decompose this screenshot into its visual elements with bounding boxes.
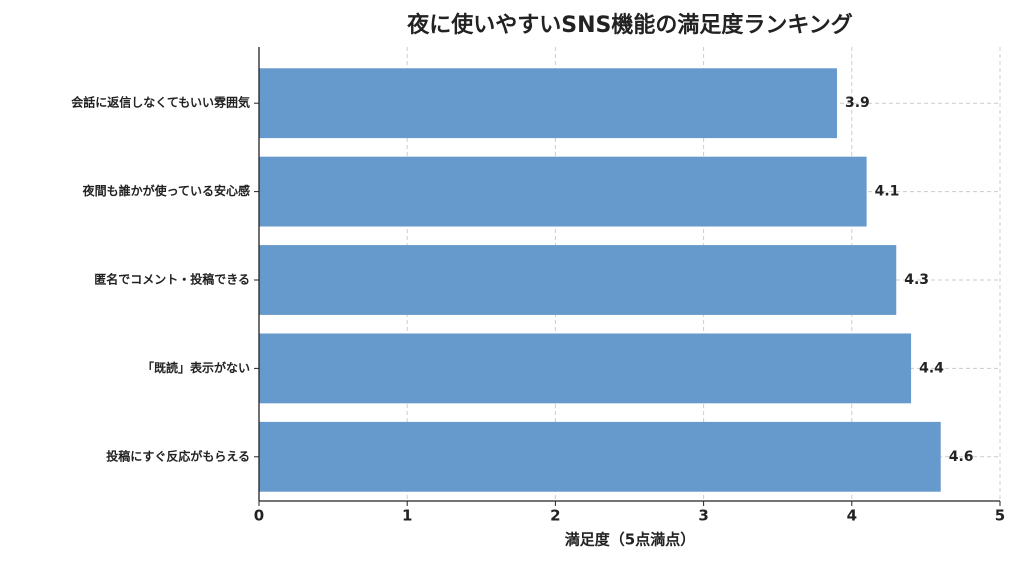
y-tick-label: 匿名でコメント・投稿できる: [94, 272, 250, 287]
chart-title: 夜に使いやすいSNS機能の満足度ランキング: [406, 12, 852, 38]
x-tick-label: 5: [995, 507, 1005, 525]
y-tick-label: 「既読」表示がない: [142, 360, 250, 375]
y-tick-label: 会話に返信しなくてもいい雰囲気: [71, 95, 250, 110]
data-label: 4.3: [904, 272, 929, 288]
y-tick-label: 投稿にすぐ反応がもらえる: [106, 448, 250, 463]
x-tick-label: 1: [402, 507, 412, 525]
bar: [259, 421, 941, 492]
x-tick-label: 4: [847, 507, 857, 525]
x-tick-label: 2: [550, 507, 560, 525]
data-label: 4.4: [919, 360, 944, 376]
data-label: 4.6: [949, 449, 974, 465]
bar: [259, 156, 867, 227]
x-tick-label: 3: [698, 507, 708, 525]
y-tick-label: 夜間も誰かが使っている安心感: [82, 183, 250, 198]
bar: [259, 245, 897, 315]
data-label: 3.9: [845, 95, 870, 111]
x-tick-label: 0: [254, 507, 264, 525]
bar: [259, 333, 912, 404]
bar: [259, 68, 837, 139]
x-axis-label: 満足度（5点満点）: [565, 531, 695, 549]
data-label: 4.1: [875, 184, 900, 200]
